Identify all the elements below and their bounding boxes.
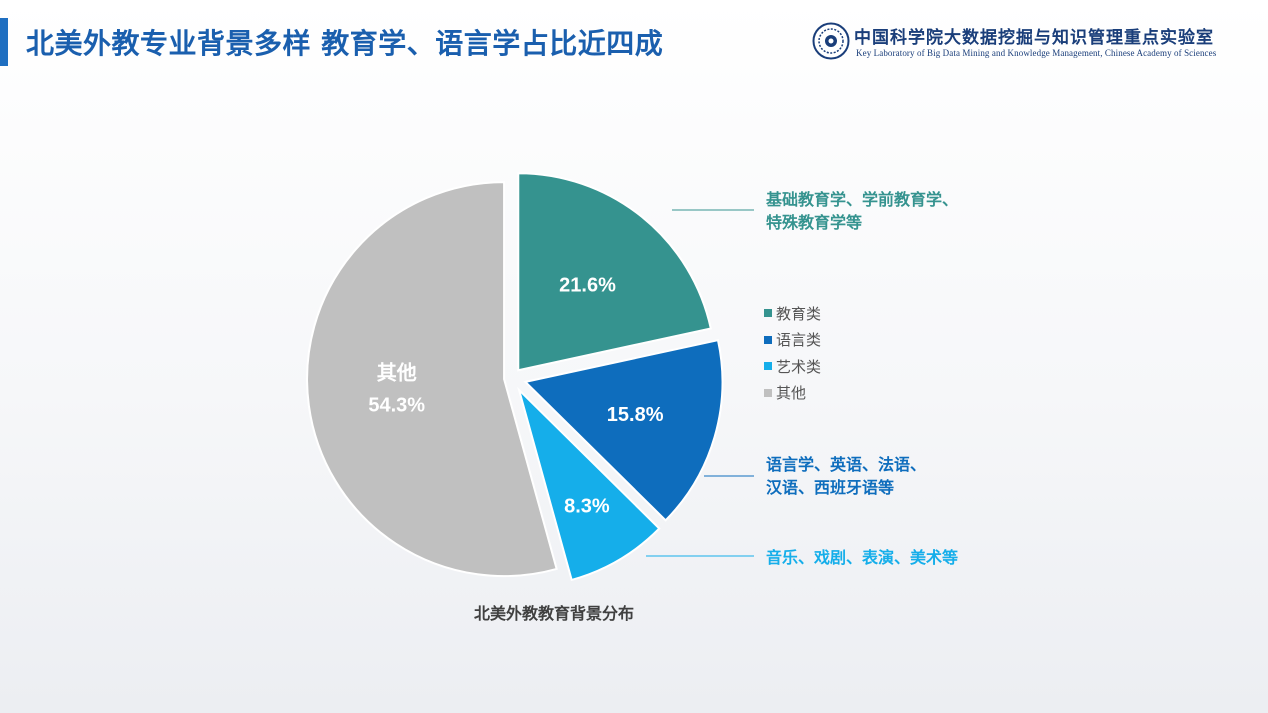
legend-label-education: 教育类 bbox=[776, 304, 822, 323]
pie-slice-education bbox=[517, 172, 712, 372]
data-label-language: 15.8% bbox=[607, 404, 664, 426]
page-title: 北美外教专业背景多样 教育学、语言学占比近四成 bbox=[26, 27, 664, 60]
legend-label-other: 其他 bbox=[776, 384, 807, 403]
legend-swatch-arts bbox=[764, 362, 772, 371]
data-label-education: 21.6% bbox=[559, 274, 616, 296]
cas-emblem-icon bbox=[812, 22, 850, 60]
title-accent-bar bbox=[0, 18, 8, 66]
chart-legend: 教育类 语言类 艺术类 其他 bbox=[764, 300, 821, 406]
annotation-language-line-2: 汉语、西班牙语等 bbox=[766, 478, 895, 497]
legend-item-education: 教育类 bbox=[764, 300, 821, 327]
lab-name-cn: 中国科学院大数据挖掘与知识管理重点实验室 bbox=[854, 28, 1214, 48]
data-label-arts: 8.3% bbox=[564, 496, 610, 518]
legend-label-arts: 艺术类 bbox=[776, 357, 822, 376]
legend-swatch-education bbox=[764, 309, 772, 318]
annotation-language-line-1: 语言学、英语、法语、 bbox=[766, 455, 927, 474]
legend-swatch-other bbox=[764, 388, 772, 397]
annotation-education: 基础教育学、学前教育学、 特殊教育学等 bbox=[766, 188, 958, 234]
annotation-education-line-2: 特殊教育学等 bbox=[766, 213, 863, 232]
legend-label-language: 语言类 bbox=[776, 331, 822, 350]
legend-swatch-language bbox=[764, 335, 772, 344]
annotation-education-line-1: 基础教育学、学前教育学、 bbox=[766, 190, 959, 209]
annotation-arts-line-1: 音乐、戏剧、表演、美术等 bbox=[766, 548, 959, 567]
legend-item-arts: 艺术类 bbox=[764, 353, 821, 380]
legend-item-other: 其他 bbox=[764, 380, 821, 407]
data-label-other: 54.3% bbox=[368, 395, 425, 417]
annotation-arts: 音乐、戏剧、表演、美术等 bbox=[766, 546, 958, 569]
lab-logo: 中国科学院大数据挖掘与知识管理重点实验室 Key Laboratory of B… bbox=[812, 22, 1252, 62]
lab-name-en: Key Laboratory of Big Data Mining and Kn… bbox=[856, 48, 1217, 58]
slice-name-other: 其他 bbox=[377, 361, 417, 385]
chart-caption: 北美外教教育背景分布 bbox=[473, 604, 634, 623]
pie-slice-other bbox=[306, 181, 558, 578]
legend-item-language: 语言类 bbox=[764, 327, 821, 354]
annotation-language: 语言学、英语、法语、 汉语、西班牙语等 bbox=[766, 453, 926, 499]
pie-slice-arts bbox=[517, 386, 661, 582]
pie-slice-language bbox=[523, 338, 724, 522]
